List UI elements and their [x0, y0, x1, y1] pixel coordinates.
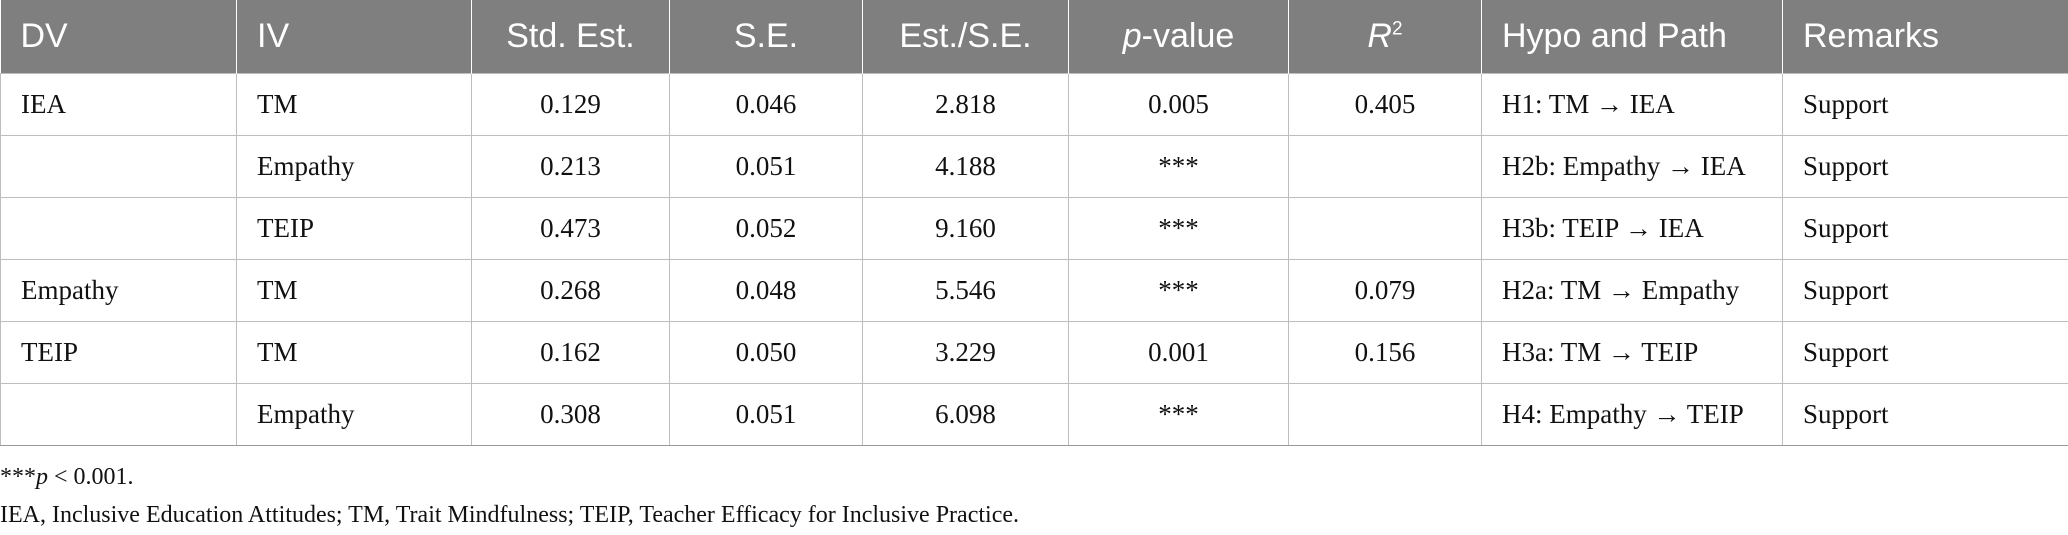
- cell-hypo-path: H4: Empathy → TEIP: [1481, 383, 1783, 446]
- cell-hypo-path: H2b: Empathy → IEA: [1481, 135, 1783, 198]
- cell-dv: [0, 135, 237, 198]
- cell-p-value: 0.005: [1068, 73, 1289, 136]
- cell-est-se: 5.546: [862, 259, 1069, 322]
- cell-se: 0.048: [669, 259, 863, 322]
- table-row: TEIP TM 0.162 0.050 3.229 0.001 0.156 H3…: [0, 321, 2068, 384]
- cell-remarks: Support: [1782, 321, 2068, 384]
- cell-std-est: 0.129: [471, 73, 670, 136]
- cell-hypo-path: H2a: TM → Empathy: [1481, 259, 1783, 322]
- header-remarks: Remarks: [1782, 0, 2068, 74]
- cell-iv: TEIP: [236, 197, 472, 260]
- abbreviations-footnote: IEA, Inclusive Education Attitudes; TM, …: [0, 502, 1019, 528]
- cell-std-est: 0.162: [471, 321, 670, 384]
- cell-p-value: ***: [1068, 135, 1289, 198]
- cell-hypo-path: H1: TM → IEA: [1481, 73, 1783, 136]
- cell-se: 0.051: [669, 383, 863, 446]
- header-p-value: p-value: [1068, 0, 1289, 74]
- header-r-letter: R: [1367, 17, 1392, 55]
- cell-p-value: ***: [1068, 197, 1289, 260]
- cell-dv: Empathy: [0, 259, 237, 322]
- cell-iv: TM: [236, 73, 472, 136]
- cell-remarks: Support: [1782, 197, 2068, 260]
- cell-r2: [1288, 383, 1482, 446]
- header-se: S.E.: [669, 0, 863, 74]
- cell-dv: [0, 383, 237, 446]
- cell-p-value: ***: [1068, 259, 1289, 322]
- cell-r2: 0.405: [1288, 73, 1482, 136]
- header-r2: R2: [1288, 0, 1482, 74]
- cell-se: 0.046: [669, 73, 863, 136]
- table-row: TEIP 0.473 0.052 9.160 *** H3b: TEIP → I…: [0, 197, 2068, 260]
- cell-est-se: 4.188: [862, 135, 1069, 198]
- header-row: DV IV Std. Est. S.E. Est./S.E. p-value R…: [0, 0, 2068, 74]
- cell-p-value: 0.001: [1068, 321, 1289, 384]
- header-p-letter: p: [1122, 17, 1142, 55]
- header-est-se: Est./S.E.: [862, 0, 1069, 74]
- cell-iv: Empathy: [236, 383, 472, 446]
- header-r-superscript: 2: [1391, 18, 1403, 40]
- table-footnotes: ***p < 0.001. IEA, Inclusive Education A…: [0, 458, 1019, 534]
- cell-dv: TEIP: [0, 321, 237, 384]
- header-p-suffix: -value: [1141, 17, 1235, 55]
- header-hypo-path: Hypo and Path: [1481, 0, 1783, 74]
- cell-std-est: 0.213: [471, 135, 670, 198]
- header-dv: DV: [0, 0, 237, 74]
- footnote-stars: ***: [0, 464, 36, 490]
- header-std-est: Std. Est.: [471, 0, 670, 74]
- cell-hypo-path: H3b: TEIP → IEA: [1481, 197, 1783, 260]
- cell-iv: TM: [236, 259, 472, 322]
- cell-est-se: 2.818: [862, 73, 1069, 136]
- cell-r2: [1288, 135, 1482, 198]
- table-row: IEA TM 0.129 0.046 2.818 0.005 0.405 H1:…: [0, 73, 2068, 136]
- cell-se: 0.050: [669, 321, 863, 384]
- cell-dv: IEA: [0, 73, 237, 136]
- cell-se: 0.052: [669, 197, 863, 260]
- cell-r2: 0.156: [1288, 321, 1482, 384]
- cell-remarks: Support: [1782, 135, 2068, 198]
- cell-est-se: 3.229: [862, 321, 1069, 384]
- cell-hypo-path: H3a: TM → TEIP: [1481, 321, 1783, 384]
- cell-est-se: 6.098: [862, 383, 1069, 446]
- footnote-threshold: < 0.001.: [48, 464, 134, 490]
- cell-std-est: 0.473: [471, 197, 670, 260]
- cell-r2: 0.079: [1288, 259, 1482, 322]
- cell-remarks: Support: [1782, 383, 2068, 446]
- cell-r2: [1288, 197, 1482, 260]
- significance-footnote: ***p < 0.001.: [0, 458, 1019, 496]
- footnote-p-letter: p: [36, 464, 48, 490]
- cell-p-value: ***: [1068, 383, 1289, 446]
- table-row: Empathy TM 0.268 0.048 5.546 *** 0.079 H…: [0, 259, 2068, 322]
- cell-std-est: 0.268: [471, 259, 670, 322]
- cell-remarks: Support: [1782, 259, 2068, 322]
- table-row: Empathy 0.213 0.051 4.188 *** H2b: Empat…: [0, 135, 2068, 198]
- cell-iv: TM: [236, 321, 472, 384]
- results-table: DV IV Std. Est. S.E. Est./S.E. p-value R…: [0, 0, 2068, 446]
- cell-iv: Empathy: [236, 135, 472, 198]
- cell-dv: [0, 197, 237, 260]
- cell-est-se: 9.160: [862, 197, 1069, 260]
- table-row: Empathy 0.308 0.051 6.098 *** H4: Empath…: [0, 383, 2068, 446]
- header-iv: IV: [236, 0, 472, 74]
- cell-std-est: 0.308: [471, 383, 670, 446]
- cell-se: 0.051: [669, 135, 863, 198]
- cell-remarks: Support: [1782, 73, 2068, 136]
